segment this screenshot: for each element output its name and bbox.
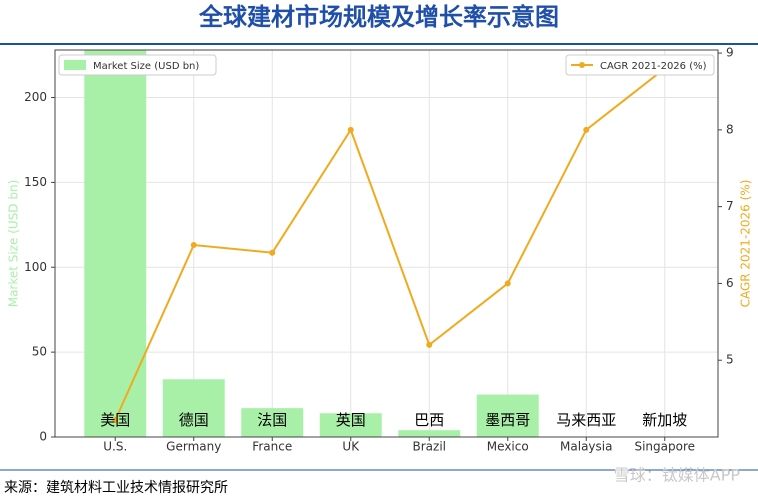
- bar: [476, 394, 539, 437]
- line-point: [190, 242, 197, 249]
- category-label-cn: 美国: [100, 411, 130, 429]
- x-tick-label: Germany: [166, 440, 221, 454]
- line: [114, 67, 666, 421]
- category-label-cn: 新加坡: [642, 411, 687, 429]
- page-title: 全球建材市场规模及增长率示意图: [198, 3, 559, 31]
- legend-box: [58, 54, 217, 76]
- y2-tick-label: 5: [726, 353, 734, 367]
- x-tick-label: Brazil: [413, 440, 447, 454]
- x-tick-label: France: [252, 440, 292, 454]
- category-label-cn: 巴西: [414, 411, 444, 429]
- category-label-cn: 英国: [336, 411, 366, 429]
- legend-swatch-point: [579, 62, 585, 68]
- y-tick-label: 100: [24, 260, 47, 274]
- y2-tick-label: 8: [726, 122, 734, 136]
- line-point: [583, 126, 590, 133]
- bar: [84, 50, 147, 437]
- y-tick-label: 150: [24, 175, 47, 189]
- category-label-cn: 法国: [257, 411, 287, 429]
- y2-tick-label: 6: [726, 276, 734, 290]
- y-axis-title: Market Size (USD bn): [7, 180, 21, 308]
- bar: [241, 408, 304, 437]
- x-tick-label: Malaysia: [560, 440, 612, 454]
- y2-axis-title: CAGR 2021-2026 (%): [739, 180, 753, 308]
- legend: CAGR 2021-2026 (%): [565, 54, 715, 76]
- x-tick-label: Singapore: [634, 440, 695, 454]
- line-point: [347, 126, 354, 133]
- category-label-cn: 德国: [179, 411, 209, 429]
- legend-box: [565, 54, 715, 76]
- x-tick-label: UK: [342, 440, 360, 454]
- legend-swatch: [64, 60, 86, 70]
- legend-label: CAGR 2021-2026 (%): [600, 61, 707, 72]
- bar: [398, 430, 461, 437]
- line-point: [112, 417, 119, 424]
- y-tick-label: 200: [24, 90, 47, 104]
- bar: [319, 413, 382, 437]
- y-tick-label: 50: [32, 345, 47, 359]
- plot-area: [55, 50, 718, 437]
- x-tick-label: U.S.: [103, 440, 127, 454]
- y2-tick-label: 9: [726, 46, 734, 60]
- bar: [162, 379, 225, 437]
- watermark: 雪球：钛媒体APP: [614, 466, 741, 485]
- plot-frame: [54, 49, 719, 438]
- line-point: [504, 280, 511, 287]
- line-point: [269, 249, 276, 256]
- legend: Market Size (USD bn): [58, 54, 217, 76]
- x-tick-label: Mexico: [487, 440, 529, 454]
- legend-label: Market Size (USD bn): [93, 61, 199, 72]
- category-label-cn: 墨西哥: [485, 411, 530, 429]
- category-label-cn: 马来西亚: [556, 411, 616, 429]
- source: 来源：建筑材料工业技术情报研究所: [4, 480, 228, 496]
- line-point: [426, 341, 433, 348]
- y-tick-label: 0: [39, 430, 47, 444]
- y2-tick-label: 7: [726, 199, 734, 213]
